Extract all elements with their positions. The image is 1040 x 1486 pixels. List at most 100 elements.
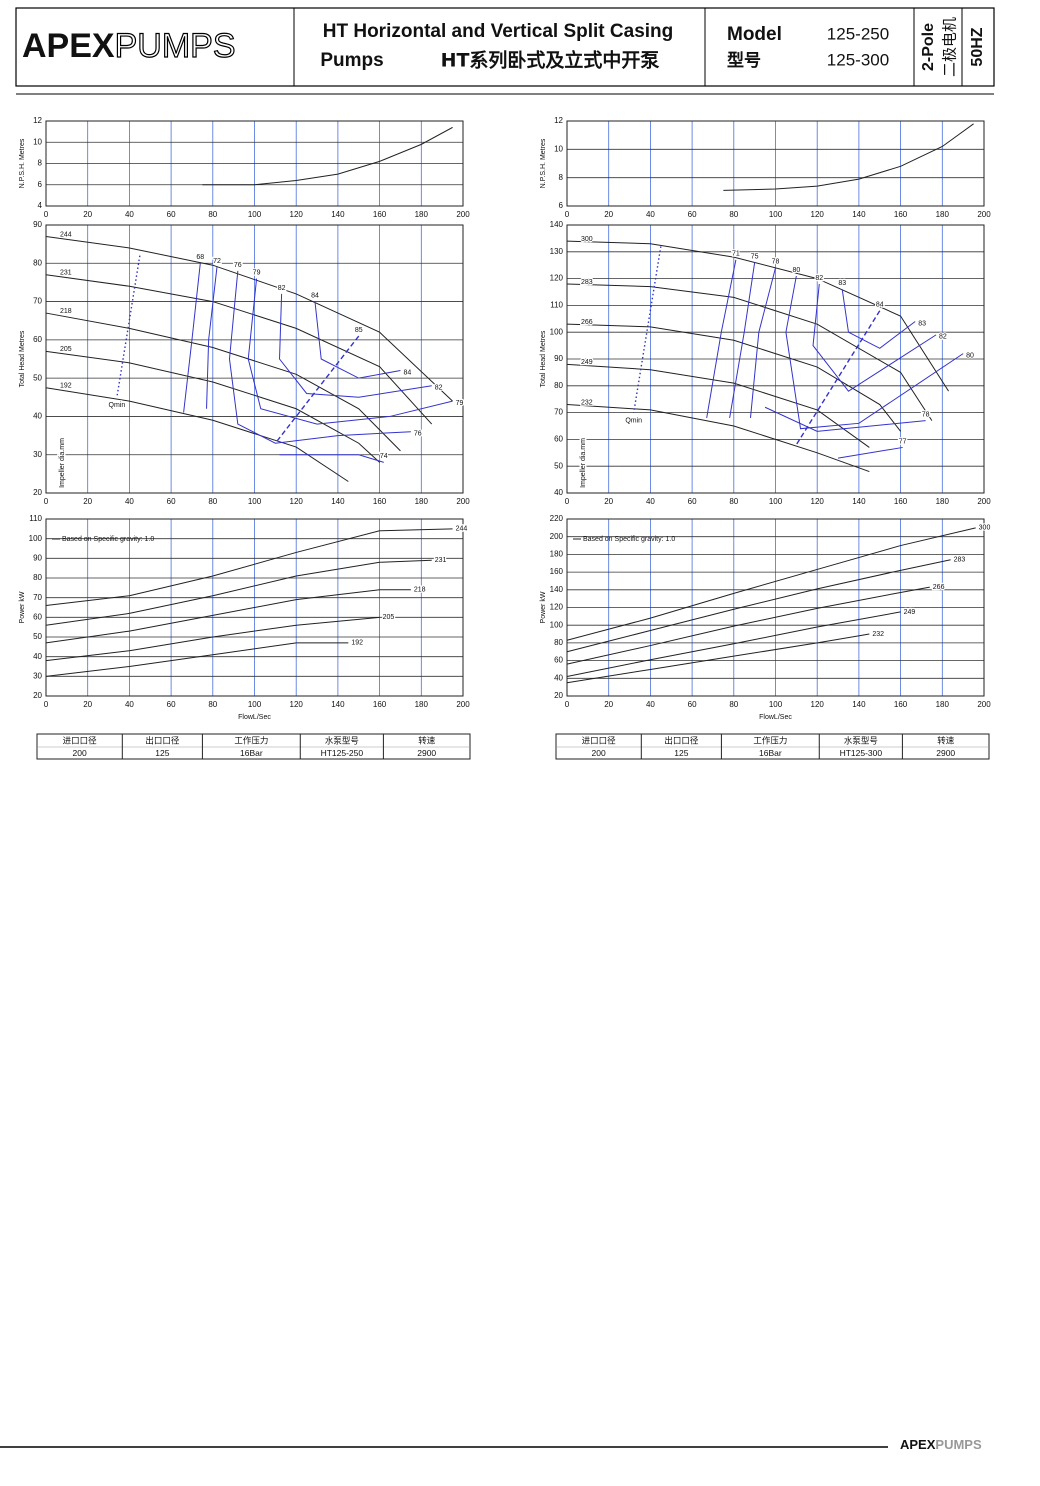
y-tick-label: 60 bbox=[33, 612, 42, 621]
curve-label: 244 bbox=[456, 526, 468, 533]
y-axis-label: Power kW bbox=[19, 591, 26, 623]
table-cell: 125 bbox=[674, 748, 688, 758]
curve-label: 82 bbox=[278, 285, 286, 292]
curve bbox=[202, 126, 453, 186]
y-tick-label: 6 bbox=[38, 180, 43, 189]
annotation: Based on Specific gravity: 1.0 bbox=[62, 536, 154, 543]
y-tick-label: 90 bbox=[33, 220, 42, 229]
x-tick-label: 0 bbox=[44, 700, 49, 709]
x-tick-label: 120 bbox=[811, 700, 825, 709]
curve bbox=[566, 559, 951, 653]
title-en-2: Pumps bbox=[320, 50, 383, 71]
curve bbox=[228, 270, 411, 444]
model-label: Model bbox=[727, 24, 782, 45]
curve-label: 84 bbox=[311, 292, 319, 299]
x-tick-label: 160 bbox=[373, 700, 387, 709]
x-tick-label: 180 bbox=[936, 210, 950, 219]
header-box bbox=[15, 7, 995, 87]
y-tick-label: 20 bbox=[554, 691, 563, 700]
y-tick-label: 40 bbox=[554, 488, 563, 497]
curve-label: 232 bbox=[872, 631, 884, 638]
plot-frame bbox=[45, 120, 464, 207]
curve-label: 82 bbox=[939, 334, 947, 341]
curve bbox=[314, 301, 401, 379]
curve bbox=[45, 559, 432, 626]
curve bbox=[764, 406, 926, 432]
y-tick-label: 60 bbox=[554, 656, 563, 665]
y-tick-label: 50 bbox=[33, 632, 42, 641]
annotation: Based on Specific gravity: 1.0 bbox=[583, 536, 675, 543]
x-tick-label: 60 bbox=[167, 497, 176, 506]
table-header: 水泵型号 bbox=[325, 736, 359, 747]
y-tick-label: 100 bbox=[550, 620, 564, 629]
x-axis-label: FlowL/Sec bbox=[759, 714, 792, 721]
curve-label: 205 bbox=[383, 614, 395, 621]
x-tick-label: 200 bbox=[977, 497, 991, 506]
curve bbox=[729, 262, 756, 419]
curve bbox=[247, 278, 453, 425]
x-tick-label: 20 bbox=[604, 497, 613, 506]
logo: APEXPUMPS bbox=[22, 27, 236, 65]
curve-label: 84 bbox=[876, 302, 884, 309]
curve-label: 82 bbox=[815, 275, 823, 282]
pole: 2-Pole bbox=[920, 23, 937, 71]
plot-frame bbox=[566, 120, 985, 207]
x-tick-label: 160 bbox=[373, 210, 387, 219]
y-tick-label: 8 bbox=[559, 173, 564, 182]
x-tick-label: 20 bbox=[83, 497, 92, 506]
x-tick-label: 80 bbox=[208, 700, 217, 709]
table-header: 出口口径 bbox=[664, 736, 699, 747]
table-header: 工作压力 bbox=[753, 736, 787, 747]
curve bbox=[45, 387, 349, 482]
curve-label: Qmin bbox=[109, 402, 126, 409]
curve-label: 218 bbox=[414, 587, 426, 594]
x-tick-label: 160 bbox=[894, 210, 908, 219]
x-tick-label: 180 bbox=[936, 497, 950, 506]
x-tick-label: 20 bbox=[604, 700, 613, 709]
x-tick-label: 140 bbox=[852, 210, 866, 219]
curve bbox=[566, 323, 901, 432]
curve-label: 85 bbox=[355, 327, 363, 334]
curve bbox=[566, 527, 976, 641]
x-tick-label: 60 bbox=[688, 210, 697, 219]
y-tick-label: 80 bbox=[33, 573, 42, 582]
x-tick-label: 0 bbox=[44, 210, 49, 219]
title-en: HT Horizontal and Vertical Split Casing bbox=[323, 21, 674, 42]
y-tick-label: 180 bbox=[550, 550, 564, 559]
x-tick-label: 0 bbox=[44, 497, 49, 506]
curve bbox=[566, 633, 870, 684]
y-tick-label: 220 bbox=[550, 514, 564, 523]
x-tick-label: 120 bbox=[811, 497, 825, 506]
x-tick-label: 0 bbox=[565, 210, 570, 219]
x-tick-label: 40 bbox=[646, 700, 655, 709]
curve-label: 231 bbox=[60, 270, 72, 277]
table-cell: 2900 bbox=[936, 748, 955, 758]
y-tick-label: 40 bbox=[33, 412, 42, 421]
x-tick-label: 160 bbox=[894, 700, 908, 709]
y-tick-label: 20 bbox=[33, 691, 42, 700]
x-tick-label: 40 bbox=[125, 700, 134, 709]
y-tick-label: 130 bbox=[550, 247, 564, 256]
model-label-cn: 型号 bbox=[727, 50, 761, 71]
y-tick-label: 90 bbox=[33, 553, 42, 562]
table-header: 转速 bbox=[418, 736, 436, 747]
curve-label: 79 bbox=[456, 400, 464, 407]
y-tick-label: 90 bbox=[554, 354, 563, 363]
curve bbox=[45, 642, 349, 677]
x-tick-label: 80 bbox=[208, 210, 217, 219]
plot-frame bbox=[45, 224, 464, 494]
curve-label: Qmin bbox=[625, 417, 642, 424]
curve-label: 79 bbox=[253, 269, 261, 276]
x-tick-label: 140 bbox=[852, 497, 866, 506]
curve-label: 68 bbox=[196, 254, 204, 261]
curve-label: 266 bbox=[933, 584, 945, 591]
curve bbox=[706, 259, 737, 419]
table-cell: 2900 bbox=[417, 748, 436, 758]
curve bbox=[206, 267, 218, 409]
curve bbox=[566, 404, 870, 473]
x-tick-label: 200 bbox=[456, 700, 470, 709]
table-header: 进口口径 bbox=[582, 736, 617, 747]
x-tick-label: 200 bbox=[456, 497, 470, 506]
y-tick-label: 200 bbox=[550, 532, 564, 541]
y-tick-label: 120 bbox=[550, 603, 564, 612]
